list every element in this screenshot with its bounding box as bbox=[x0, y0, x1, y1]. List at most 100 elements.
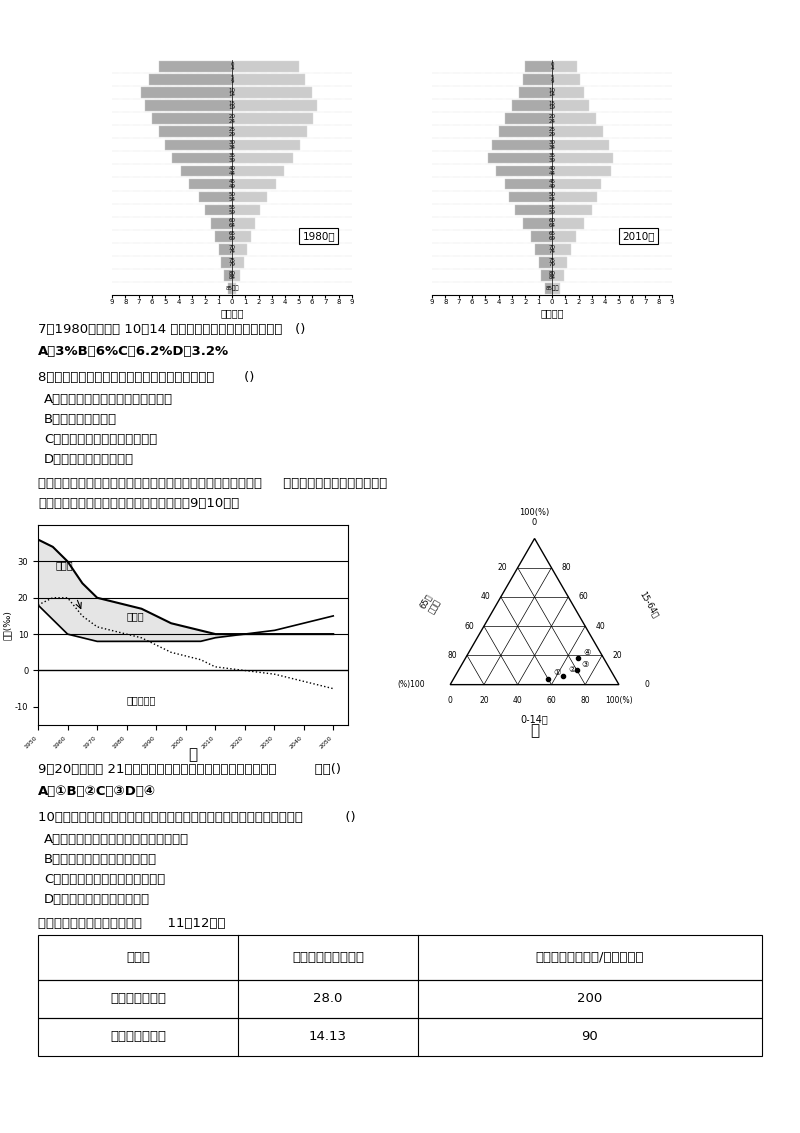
Text: 45
49: 45 49 bbox=[549, 179, 555, 189]
Text: 读世界人口容量测算表，完成      11～12题。: 读世界人口容量测算表，完成 11～12题。 bbox=[38, 917, 226, 930]
Text: 40: 40 bbox=[481, 593, 490, 602]
Bar bbox=[232, 113, 314, 125]
Bar bbox=[232, 244, 246, 255]
Bar bbox=[530, 231, 552, 241]
Text: 人口合理容量（亿）: 人口合理容量（亿） bbox=[292, 951, 364, 964]
Text: 10
14: 10 14 bbox=[549, 88, 555, 97]
Bar bbox=[232, 231, 250, 241]
Bar bbox=[552, 179, 602, 189]
Text: 20
24: 20 24 bbox=[549, 114, 555, 123]
Text: D、青壮年男子逐渐外移: D、青壮年男子逐渐外移 bbox=[44, 453, 134, 466]
Text: 60
64: 60 64 bbox=[229, 219, 235, 228]
Text: 20: 20 bbox=[612, 650, 622, 659]
Text: 0: 0 bbox=[644, 680, 649, 689]
Text: 75
79: 75 79 bbox=[549, 257, 555, 267]
Bar bbox=[232, 191, 266, 203]
X-axis label: 百分比率: 百分比率 bbox=[220, 308, 244, 318]
Text: 0
4: 0 4 bbox=[230, 61, 234, 71]
Text: 0
4: 0 4 bbox=[550, 61, 554, 71]
Text: 85以上: 85以上 bbox=[546, 286, 558, 291]
Bar bbox=[546, 283, 552, 293]
Text: 80: 80 bbox=[580, 697, 590, 706]
Bar bbox=[232, 61, 298, 71]
Text: 70
74: 70 74 bbox=[549, 245, 555, 254]
Bar bbox=[552, 257, 566, 267]
Bar bbox=[218, 244, 232, 255]
Text: 80: 80 bbox=[562, 563, 571, 572]
Bar bbox=[150, 75, 232, 85]
Bar bbox=[510, 191, 552, 203]
Text: ③: ③ bbox=[582, 659, 590, 668]
Text: 80
84: 80 84 bbox=[229, 271, 235, 280]
Bar bbox=[498, 127, 552, 137]
Text: 80
84: 80 84 bbox=[549, 271, 555, 280]
Text: 0: 0 bbox=[448, 697, 453, 706]
Bar bbox=[538, 257, 552, 267]
Y-axis label: 比率(‰): 比率(‰) bbox=[3, 610, 12, 640]
Bar bbox=[228, 283, 232, 293]
Bar bbox=[172, 153, 232, 163]
Bar bbox=[210, 218, 232, 229]
Text: 合理人口密度（人/平方千米）: 合理人口密度（人/平方千米） bbox=[536, 951, 644, 964]
Text: 28.0: 28.0 bbox=[314, 993, 342, 1005]
Text: 图甲为某个国家第二次世界大战后经济进展时期人口出生率、意     死亡率和自然增长率的变动示: 图甲为某个国家第二次世界大战后经济进展时期人口出生率、意 死亡率和自然增长率的变… bbox=[38, 477, 387, 489]
Text: 80: 80 bbox=[447, 650, 457, 659]
Text: 热带草原气候区: 热带草原气候区 bbox=[110, 1031, 166, 1043]
Bar bbox=[152, 113, 232, 125]
Text: 10
14: 10 14 bbox=[229, 88, 235, 97]
Bar bbox=[38, 1017, 762, 1056]
Text: 2010年: 2010年 bbox=[622, 231, 655, 241]
Bar bbox=[552, 191, 598, 203]
Bar bbox=[552, 61, 578, 71]
Bar bbox=[146, 101, 232, 111]
Text: 0-14岁: 0-14岁 bbox=[521, 714, 549, 724]
Text: 5
9: 5 9 bbox=[230, 75, 234, 84]
Bar bbox=[232, 87, 312, 97]
Text: 自然增长率: 自然增长率 bbox=[126, 696, 156, 705]
Text: 40
44: 40 44 bbox=[229, 167, 235, 176]
Text: 60
64: 60 64 bbox=[549, 219, 555, 228]
Text: 5
9: 5 9 bbox=[550, 75, 554, 84]
Bar bbox=[526, 61, 552, 71]
Text: 40: 40 bbox=[513, 697, 522, 706]
Text: 热带雨林气候区: 热带雨林气候区 bbox=[110, 993, 166, 1005]
Text: 40
44: 40 44 bbox=[549, 167, 555, 176]
Bar bbox=[158, 61, 232, 71]
Bar bbox=[492, 139, 552, 151]
Text: 气候区: 气候区 bbox=[126, 951, 150, 964]
Bar bbox=[158, 127, 232, 137]
Text: ④: ④ bbox=[583, 648, 591, 657]
Bar bbox=[166, 139, 232, 151]
Bar bbox=[552, 244, 570, 255]
Text: 75
79: 75 79 bbox=[229, 257, 235, 267]
Bar bbox=[222, 257, 232, 267]
Bar bbox=[198, 191, 232, 203]
Bar bbox=[232, 218, 254, 229]
Text: 20: 20 bbox=[498, 563, 507, 572]
Bar bbox=[38, 980, 762, 1017]
Bar bbox=[496, 165, 552, 177]
Bar bbox=[552, 127, 602, 137]
Text: 甲: 甲 bbox=[189, 747, 198, 763]
Text: 200: 200 bbox=[578, 993, 602, 1005]
Bar bbox=[232, 283, 236, 293]
Bar bbox=[232, 165, 284, 177]
Text: 55
59: 55 59 bbox=[229, 205, 235, 215]
Bar bbox=[142, 87, 232, 97]
Text: 8、该城市近三十年来人口结构变化产生的奸碍是       (): 8、该城市近三十年来人口结构变化产生的奸碍是 () bbox=[38, 370, 254, 384]
Text: 65
69: 65 69 bbox=[229, 231, 235, 241]
Text: 0: 0 bbox=[532, 518, 537, 527]
Text: 45
49: 45 49 bbox=[229, 179, 235, 189]
Text: 65岁
及以上: 65岁 及以上 bbox=[418, 593, 442, 616]
Bar bbox=[552, 205, 592, 215]
Text: (%)100: (%)100 bbox=[398, 680, 425, 689]
Text: 65
69: 65 69 bbox=[549, 231, 555, 241]
Bar bbox=[534, 244, 552, 255]
Text: 60: 60 bbox=[464, 622, 474, 631]
Text: 35
39: 35 39 bbox=[549, 153, 555, 163]
Bar bbox=[182, 165, 232, 177]
Bar bbox=[552, 283, 560, 293]
Text: 60: 60 bbox=[578, 593, 588, 602]
Text: 图，图乙是人口年龄构成示意图。读图回答9～10题。: 图，图乙是人口年龄构成示意图。读图回答9～10题。 bbox=[38, 497, 239, 510]
Text: 50
54: 50 54 bbox=[549, 193, 555, 202]
